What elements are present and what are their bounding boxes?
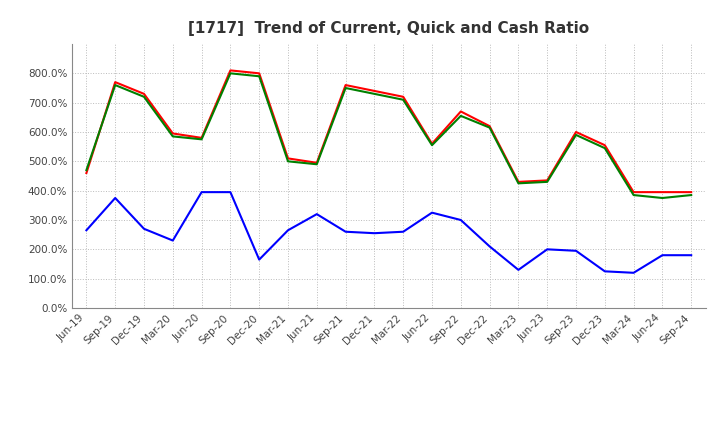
Current Ratio bbox=[543, 178, 552, 183]
Current Ratio bbox=[312, 160, 321, 165]
Current Ratio bbox=[341, 82, 350, 88]
Quick Ratio bbox=[572, 132, 580, 138]
Cash Ratio bbox=[226, 190, 235, 195]
Cash Ratio bbox=[312, 212, 321, 217]
Quick Ratio bbox=[197, 137, 206, 142]
Current Ratio bbox=[284, 156, 292, 161]
Cash Ratio bbox=[140, 226, 148, 231]
Line: Current Ratio: Current Ratio bbox=[86, 70, 691, 192]
Current Ratio bbox=[658, 190, 667, 195]
Cash Ratio bbox=[168, 238, 177, 243]
Quick Ratio bbox=[341, 85, 350, 91]
Current Ratio bbox=[456, 109, 465, 114]
Quick Ratio bbox=[658, 195, 667, 201]
Current Ratio bbox=[255, 71, 264, 76]
Cash Ratio bbox=[687, 253, 696, 258]
Cash Ratio bbox=[600, 269, 609, 274]
Current Ratio bbox=[82, 170, 91, 176]
Current Ratio bbox=[428, 141, 436, 147]
Cash Ratio bbox=[197, 190, 206, 195]
Cash Ratio bbox=[658, 253, 667, 258]
Cash Ratio bbox=[82, 227, 91, 233]
Quick Ratio bbox=[687, 192, 696, 198]
Quick Ratio bbox=[140, 94, 148, 99]
Cash Ratio bbox=[485, 244, 494, 249]
Current Ratio bbox=[572, 129, 580, 135]
Title: [1717]  Trend of Current, Quick and Cash Ratio: [1717] Trend of Current, Quick and Cash … bbox=[188, 21, 590, 36]
Quick Ratio bbox=[428, 143, 436, 148]
Quick Ratio bbox=[312, 161, 321, 167]
Current Ratio bbox=[111, 80, 120, 85]
Cash Ratio bbox=[399, 229, 408, 235]
Quick Ratio bbox=[485, 125, 494, 130]
Current Ratio bbox=[168, 131, 177, 136]
Current Ratio bbox=[370, 88, 379, 94]
Cash Ratio bbox=[111, 195, 120, 201]
Quick Ratio bbox=[111, 82, 120, 88]
Quick Ratio bbox=[514, 181, 523, 186]
Quick Ratio bbox=[456, 113, 465, 118]
Current Ratio bbox=[399, 94, 408, 99]
Cash Ratio bbox=[370, 231, 379, 236]
Cash Ratio bbox=[543, 247, 552, 252]
Quick Ratio bbox=[629, 192, 638, 198]
Cash Ratio bbox=[284, 227, 292, 233]
Line: Cash Ratio: Cash Ratio bbox=[86, 192, 691, 273]
Current Ratio bbox=[226, 68, 235, 73]
Line: Quick Ratio: Quick Ratio bbox=[86, 73, 691, 198]
Quick Ratio bbox=[226, 71, 235, 76]
Quick Ratio bbox=[82, 168, 91, 173]
Current Ratio bbox=[140, 91, 148, 96]
Quick Ratio bbox=[284, 159, 292, 164]
Quick Ratio bbox=[600, 146, 609, 151]
Cash Ratio bbox=[456, 217, 465, 223]
Current Ratio bbox=[629, 190, 638, 195]
Cash Ratio bbox=[341, 229, 350, 235]
Quick Ratio bbox=[168, 134, 177, 139]
Cash Ratio bbox=[629, 270, 638, 275]
Current Ratio bbox=[485, 124, 494, 129]
Quick Ratio bbox=[370, 91, 379, 96]
Cash Ratio bbox=[255, 257, 264, 262]
Quick Ratio bbox=[399, 97, 408, 103]
Quick Ratio bbox=[543, 179, 552, 184]
Cash Ratio bbox=[428, 210, 436, 215]
Quick Ratio bbox=[255, 73, 264, 79]
Cash Ratio bbox=[514, 267, 523, 272]
Current Ratio bbox=[514, 179, 523, 184]
Current Ratio bbox=[197, 135, 206, 140]
Current Ratio bbox=[687, 190, 696, 195]
Cash Ratio bbox=[572, 248, 580, 253]
Current Ratio bbox=[600, 143, 609, 148]
